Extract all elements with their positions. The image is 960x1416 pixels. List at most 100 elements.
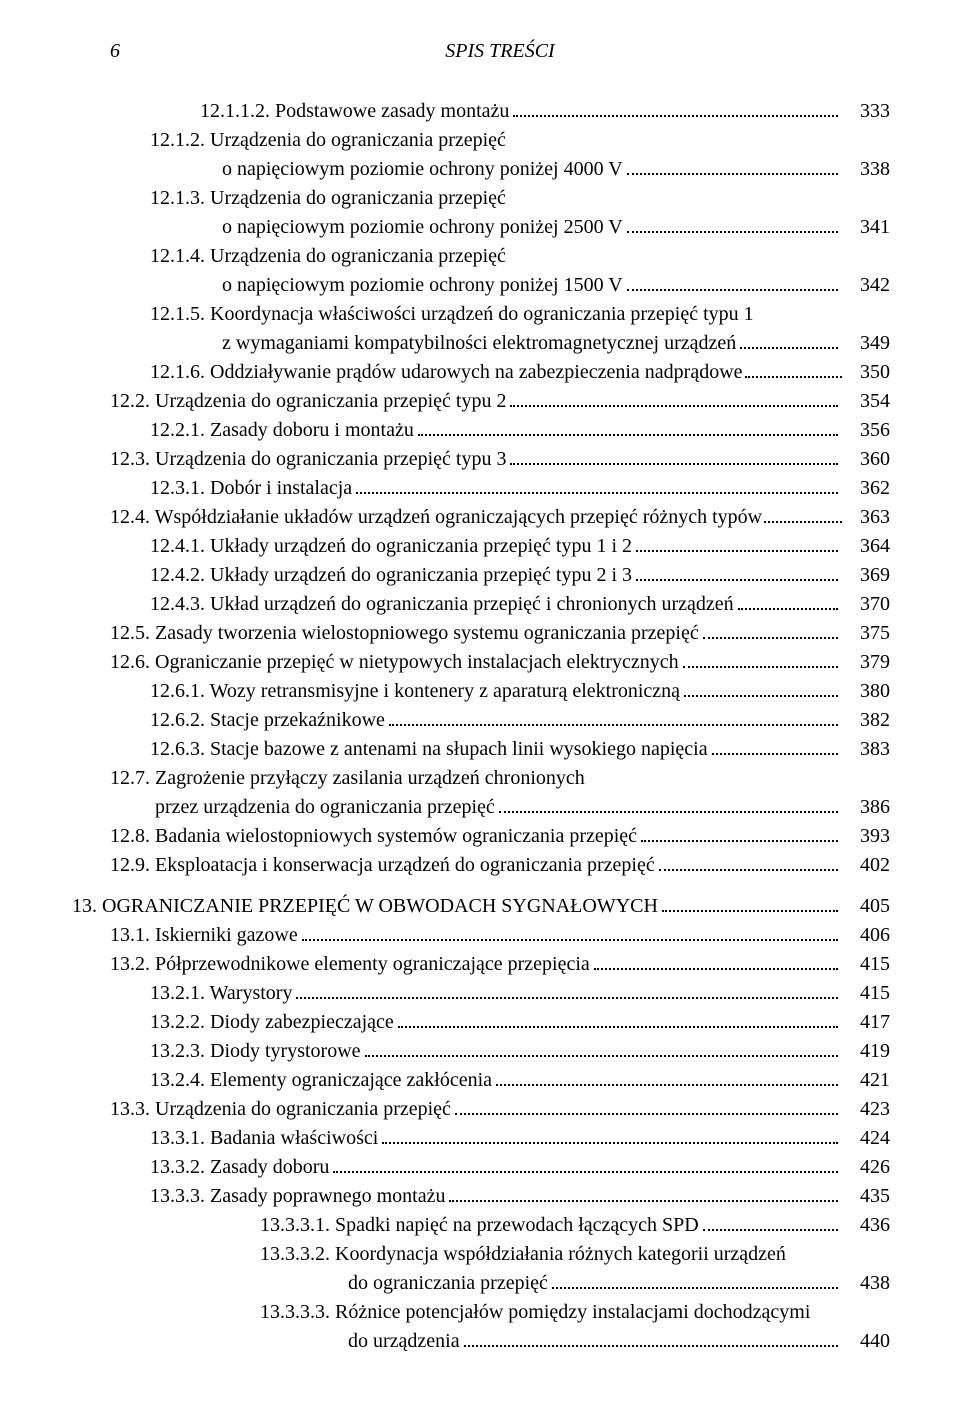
toc-row: 13.3.3. Zasady poprawnego montażu435 [110,1182,890,1211]
dot-leader [418,418,838,436]
header-title: SPIS TREŚCI [140,40,890,63]
toc-row: o napięciowym poziomie ochrony poniżej 1… [110,271,890,300]
dot-leader [510,389,838,407]
dot-leader [703,621,838,639]
toc-row: 12.6. Ograniczanie przepięć w nietypowyc… [110,648,890,677]
dot-leader [683,650,838,668]
dot-leader [636,563,838,581]
toc-page-number: 354 [844,387,890,416]
dot-leader [740,331,838,349]
toc-entry-label: 13.1. Iskierniki gazowe [110,921,298,950]
dot-leader [764,505,842,523]
toc-row: o napięciowym poziomie ochrony poniżej 2… [110,213,890,242]
toc-entry-label: 13.2.1. Warystory [150,979,292,1008]
toc-row: o napięciowym poziomie ochrony poniżej 4… [110,155,890,184]
toc-page-number: 436 [844,1211,890,1240]
toc-entry-label: 12.1.4. Urządzenia do ograniczania przep… [150,242,506,271]
dot-leader [636,534,838,552]
toc-row: 12.5. Zasady tworzenia wielostopniowego … [110,619,890,648]
toc-entry-label: 12.4.3. Układ urządzeń do ograniczania p… [150,590,734,619]
toc-row: 12.7. Zagrożenie przyłączy zasilania urz… [110,764,890,793]
toc-row: 12.3.1. Dobór i instalacja362 [110,474,890,503]
toc-entry-label: 12.6.2. Stacje przekaźnikowe [150,706,385,735]
toc-row: 12.1.3. Urządzenia do ograniczania przep… [110,184,890,213]
dot-leader [356,476,838,494]
dot-leader [449,1184,838,1202]
toc-row: 12.1.2. Urządzenia do ograniczania przep… [110,126,890,155]
dot-leader [745,360,842,378]
toc-row: 12.1.4. Urządzenia do ograniczania przep… [110,242,890,271]
toc-row: 13.1. Iskierniki gazowe406 [110,921,890,950]
toc-entry-label: 12.6.1. Wozy retransmisyjne i kontenery … [150,677,680,706]
dot-leader [627,273,838,291]
toc-row: 13.2.4. Elementy ograniczające zakłóceni… [110,1066,890,1095]
toc-page-number: 386 [844,793,890,822]
toc-row: 12.8. Badania wielostopniowych systemów … [110,822,890,851]
toc-entry-label: 12.6.3. Stacje bazowe z antenami na słup… [150,735,708,764]
toc-row: 12.6.2. Stacje przekaźnikowe382 [110,706,890,735]
toc-row: 12.1.6. Oddziaływanie prądów udarowych n… [110,358,890,387]
toc-entry-label: 13.2.4. Elementy ograniczające zakłóceni… [150,1066,492,1095]
toc-page-number: 360 [844,445,890,474]
dot-leader [510,447,838,465]
toc-page-number: 438 [844,1269,890,1298]
toc-page-number: 379 [844,648,890,677]
toc-row: 13.3.3.2. Koordynacja współdziałania róż… [110,1240,890,1269]
toc-entry-label: 13.2.2. Diody zabezpieczające [150,1008,394,1037]
toc-page-number: 369 [844,561,890,590]
dot-leader [627,157,838,175]
toc-entry-label: 12.1.1.2. Podstawowe zasady montażu [200,97,509,126]
toc-entry-label: do ograniczania przepięć [328,1269,548,1298]
table-of-contents: 12.1.1.2. Podstawowe zasady montażu33312… [110,97,890,1356]
dot-leader [499,795,838,813]
toc-entry-label: 12.2. Urządzenia do ograniczania przepię… [110,387,506,416]
toc-row: do ograniczania przepięć 438 [110,1269,890,1298]
toc-page-number: 393 [844,822,890,851]
toc-entry-label: 13. OGRANICZANIE PRZEPIĘĆ W OBWODACH SYG… [72,892,658,921]
toc-page-number: 356 [844,416,890,445]
toc-row: 12.2. Urządzenia do ograniczania przepię… [110,387,890,416]
toc-entry-label: 12.1.5. Koordynacja właściwości urządzeń… [150,300,754,329]
toc-page-number: 417 [844,1008,890,1037]
toc-page-number: 370 [844,590,890,619]
toc-entry-label: 13.3.3.3. Różnice potencjałów pomiędzy i… [260,1298,810,1327]
page-number-top: 6 [110,40,140,63]
toc-row: 12.3. Urządzenia do ograniczania przepię… [110,445,890,474]
dot-leader [662,894,838,912]
toc-page-number: 426 [844,1153,890,1182]
toc-entry-label: 12.4. Współdziałanie układów urządzeń og… [110,503,762,532]
toc-page-number: 349 [844,329,890,358]
page-header: 6 SPIS TREŚCI [110,40,890,63]
toc-entry-label: 13.2. Półprzewodnikowe elementy ogranicz… [110,950,590,979]
toc-row: przez urządzenia do ograniczania przepię… [110,793,890,822]
toc-page-number: 341 [844,213,890,242]
toc-entry-label: o napięciowym poziomie ochrony poniżej 1… [222,271,623,300]
toc-page-number: 419 [844,1037,890,1066]
toc-page-number: 421 [844,1066,890,1095]
dot-leader [389,708,838,726]
toc-entry-label: z wymaganiami kompatybilności elektromag… [222,329,736,358]
dot-leader [455,1097,838,1115]
toc-row: 13.2.1. Warystory415 [110,979,890,1008]
toc-entry-label: 12.9. Eksploatacja i konserwacja urządze… [110,851,655,880]
toc-row: 12.4.1. Układy urządzeń do ograniczania … [110,532,890,561]
dot-leader [659,853,838,871]
dot-leader [627,215,838,233]
toc-page-number: 350 [844,358,890,387]
dot-leader [641,824,838,842]
toc-row: z wymaganiami kompatybilności elektromag… [110,329,890,358]
toc-entry-label: 13.3.2. Zasady doboru [150,1153,329,1182]
toc-entry-label: 12.3. Urządzenia do ograniczania przepię… [110,445,506,474]
dot-leader [712,737,838,755]
dot-leader [513,99,838,117]
toc-entry-label: 13.3. Urządzenia do ograniczania przepię… [110,1095,451,1124]
dot-leader [333,1155,838,1173]
toc-page-number: 338 [844,155,890,184]
toc-entry-label: 12.1.6. Oddziaływanie prądów udarowych n… [150,358,743,387]
toc-entry-label: 12.1.2. Urządzenia do ograniczania przep… [150,126,506,155]
toc-entry-label: 12.3.1. Dobór i instalacja [150,474,352,503]
toc-row: 12.6.1. Wozy retransmisyjne i kontenery … [110,677,890,706]
toc-row: 13.3.3.1. Spadki napięć na przewodach łą… [110,1211,890,1240]
toc-entry-label: 13.3.3. Zasady poprawnego montażu [150,1182,445,1211]
toc-page-number: 402 [844,851,890,880]
